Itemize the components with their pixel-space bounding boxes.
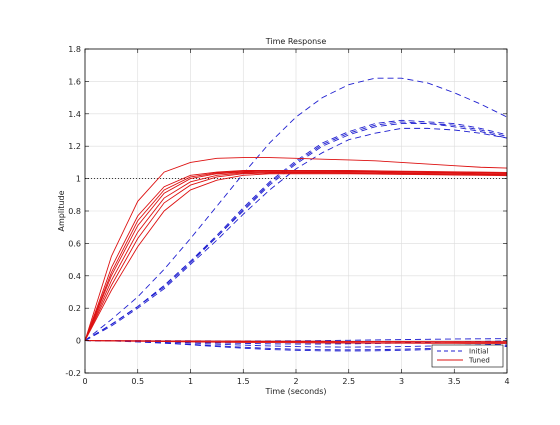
legend-label-tuned: Tuned bbox=[468, 357, 490, 365]
tuned-series-line-4 bbox=[84, 170, 508, 341]
y-tick-label: 1.2 bbox=[68, 142, 81, 151]
x-axis-title: Time (seconds) bbox=[264, 387, 326, 396]
y-axis-title: Amplitude bbox=[57, 190, 66, 231]
y-tick-label: 0.8 bbox=[68, 207, 81, 216]
y-tick-label: 0 bbox=[76, 337, 81, 346]
ticks: 0 0.5 1 1.5 2 2.5 3 3.5 4-0.200.20.40.60.811.21.… bbox=[65, 45, 509, 386]
tuned-series-line-5 bbox=[84, 171, 508, 341]
tuned-series-line-10 bbox=[84, 340, 507, 343]
x-tick-label: 2.5 bbox=[342, 377, 355, 386]
x-tick-label: 0.5 bbox=[131, 377, 144, 386]
x-tick-label: 2 bbox=[293, 377, 298, 386]
y-tick-label: 0.2 bbox=[68, 304, 81, 313]
y-tick-label: -0.2 bbox=[65, 369, 81, 378]
chart-title: Time Response bbox=[265, 37, 327, 46]
y-tick-label: 1 bbox=[76, 175, 81, 184]
x-tick-label: 0 bbox=[82, 377, 87, 386]
y-tick-label: 1.6 bbox=[68, 77, 81, 86]
tuned-series-line-7 bbox=[84, 173, 508, 341]
y-tick-label: 1.8 bbox=[68, 45, 81, 54]
legend: Initial Tuned bbox=[431, 344, 504, 368]
initial-series-line-3 bbox=[84, 121, 508, 341]
legend-label-initial: Initial bbox=[469, 348, 488, 356]
y-tick-label: 0.4 bbox=[68, 272, 81, 281]
x-tick-label: 3 bbox=[399, 377, 404, 386]
x-tick-label: 1.5 bbox=[237, 377, 250, 386]
tuned-series-line-6 bbox=[84, 172, 508, 341]
series-layer bbox=[84, 77, 508, 352]
initial-series-line-1 bbox=[84, 77, 508, 341]
x-tick-label: 4 bbox=[504, 377, 509, 386]
legend-box bbox=[431, 344, 504, 368]
y-tick-label: 0.6 bbox=[68, 239, 81, 248]
y-tick-label: 1.4 bbox=[68, 110, 81, 119]
x-tick-label: 3.5 bbox=[448, 377, 461, 386]
tuned-series-line-9 bbox=[84, 340, 507, 344]
initial-series-line-4 bbox=[84, 123, 508, 341]
tuned-series-line-3 bbox=[84, 170, 508, 341]
initial-series-line-5 bbox=[84, 127, 508, 341]
tuned-series-line-1 bbox=[84, 157, 508, 341]
x-tick-label: 1 bbox=[188, 377, 193, 386]
